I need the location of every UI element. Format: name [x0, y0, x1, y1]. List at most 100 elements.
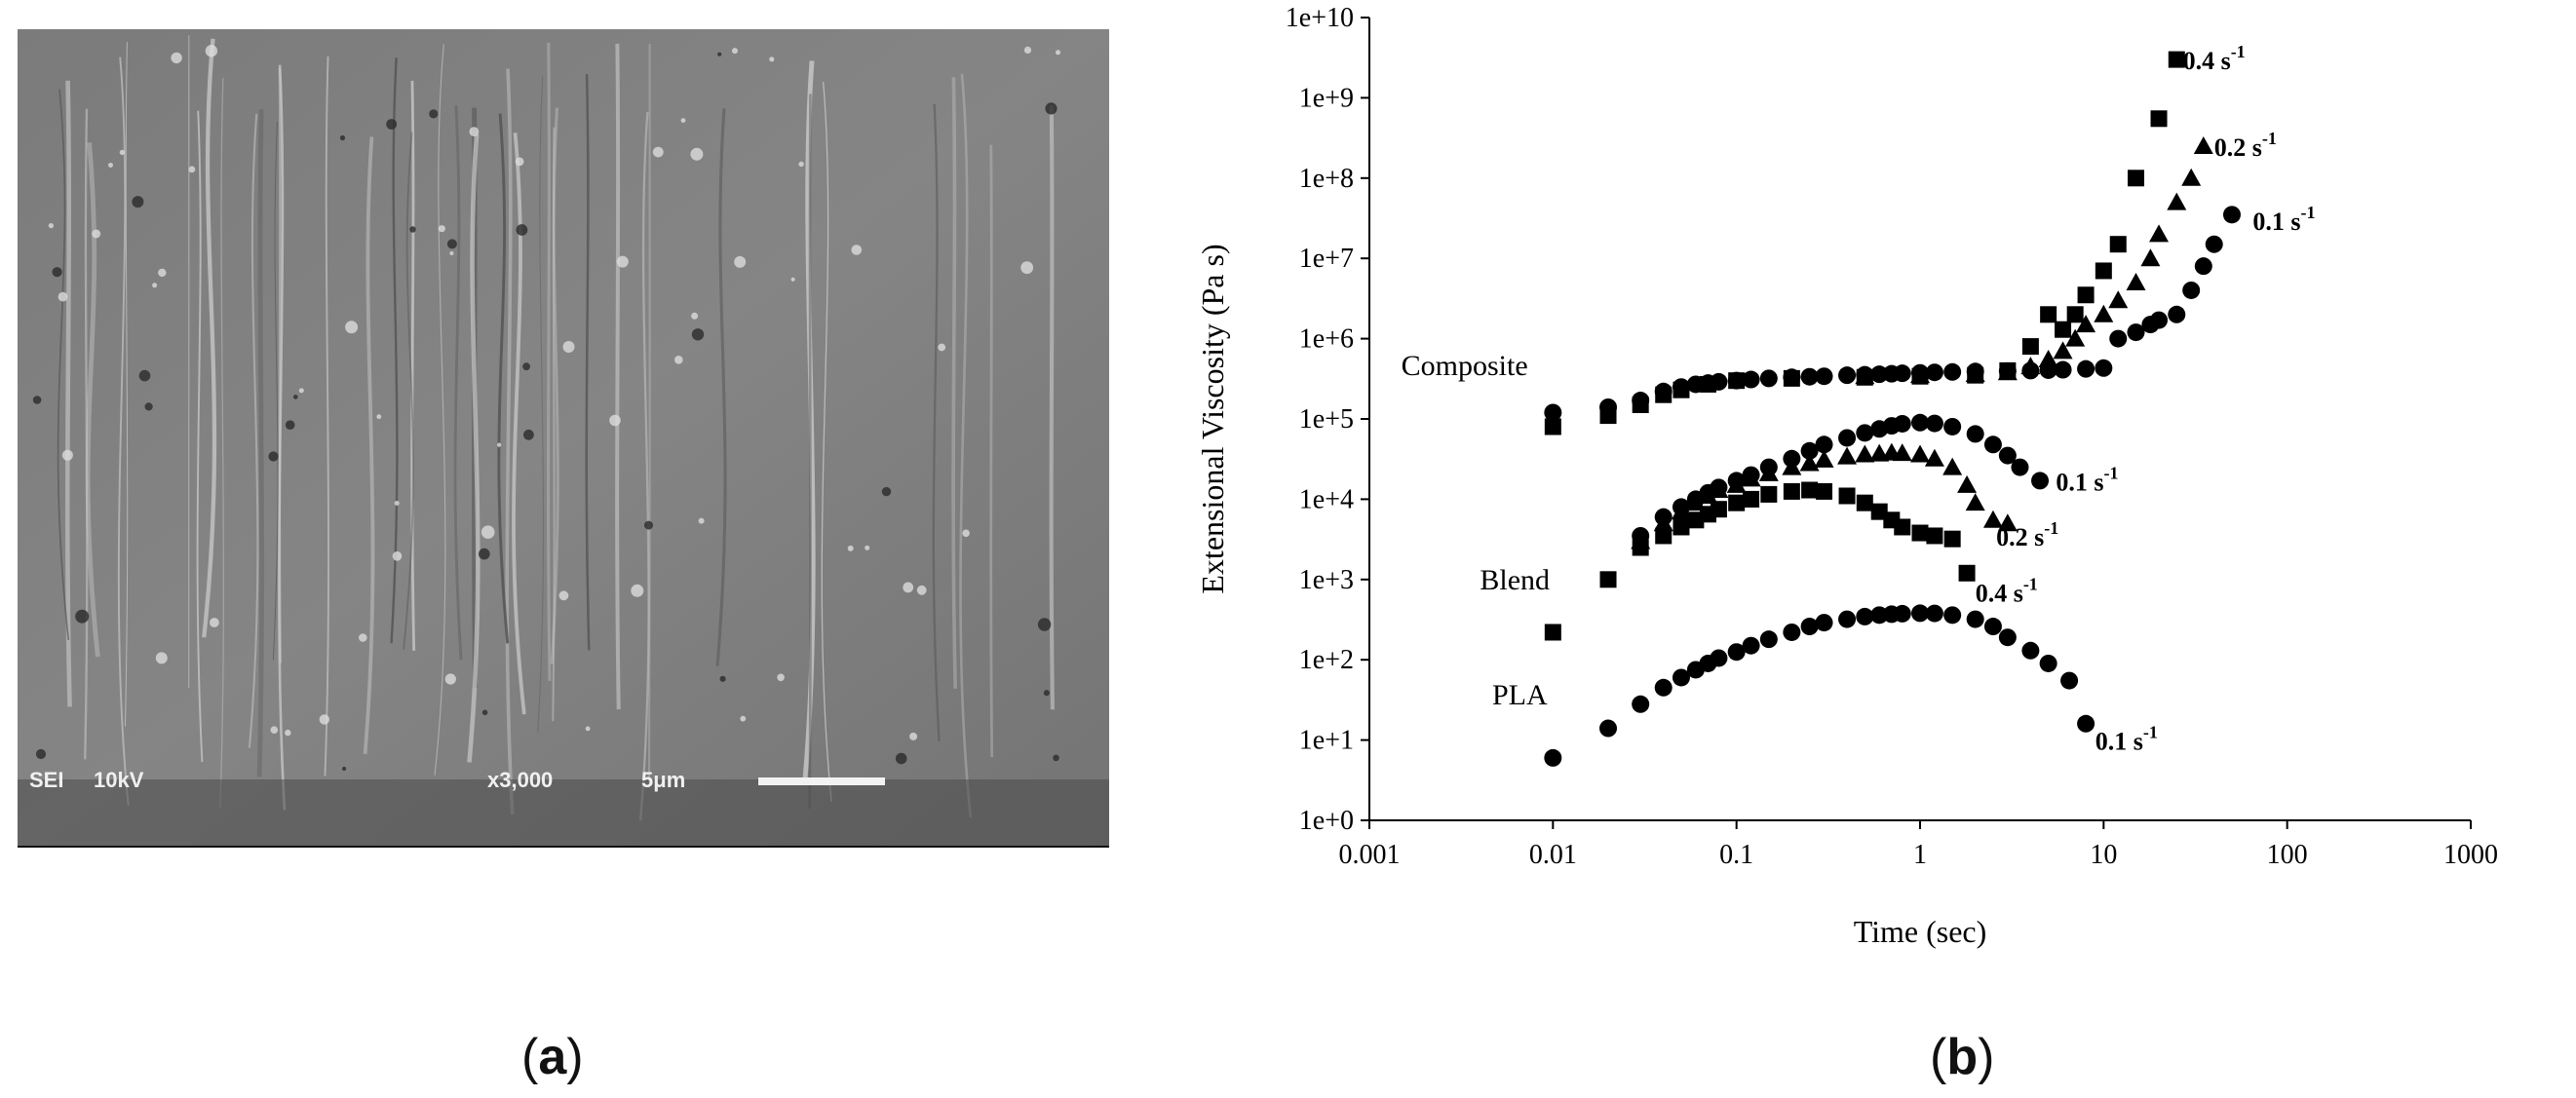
sem-fiber — [989, 144, 994, 758]
sem-particle — [691, 312, 699, 320]
y-tick-label: 1e+2 — [1299, 645, 1354, 675]
data-point — [2167, 192, 2187, 210]
sem-fiber — [278, 64, 287, 811]
data-point — [1653, 513, 1673, 532]
sem-fiber — [467, 133, 481, 763]
x-tick-label: 1000 — [2443, 840, 2498, 870]
y-tick-label: 1e+6 — [1299, 324, 1354, 355]
data-point — [1654, 382, 1672, 400]
data-point — [1709, 480, 1729, 499]
sem-particle — [1045, 102, 1057, 115]
data-point — [1814, 449, 1834, 468]
sem-particle — [740, 715, 747, 722]
sem-particle — [691, 328, 705, 341]
sem-particle — [1053, 754, 1059, 762]
data-point — [2205, 235, 2223, 253]
sem-particle — [171, 52, 182, 64]
sem-fiber — [1049, 105, 1055, 710]
sem-fiber — [585, 74, 591, 651]
sem-particle — [61, 449, 73, 461]
data-point — [1983, 618, 2002, 636]
sem-particle — [865, 545, 870, 550]
data-point — [1727, 371, 1746, 390]
sem-particle — [132, 196, 144, 208]
data-point — [1800, 618, 1819, 636]
sem-fiber — [363, 136, 375, 755]
caption-a: (a) — [521, 1029, 584, 1085]
sem-particle — [409, 226, 416, 233]
data-point — [2150, 110, 2168, 128]
sem-particle — [138, 369, 151, 382]
sem-particle — [847, 545, 854, 551]
data-point — [1710, 372, 1728, 391]
y-tick-label: 1e+3 — [1299, 565, 1354, 595]
sem-particle — [144, 402, 153, 411]
sem-fiber — [647, 44, 651, 788]
sem-fiber — [84, 108, 89, 760]
data-point — [1925, 414, 1943, 433]
data-point — [1870, 365, 1889, 384]
sem-fiber — [808, 94, 812, 810]
data-point — [1801, 481, 1819, 499]
data-point — [1893, 604, 1911, 623]
sem-fiber — [453, 105, 463, 661]
sem-particle — [444, 673, 456, 685]
data-point — [1672, 518, 1690, 536]
y-tick-label: 1e+1 — [1299, 726, 1354, 756]
data-point — [1925, 363, 1943, 382]
data-point — [1855, 444, 1875, 463]
data-point — [1958, 564, 1976, 582]
sem-particle — [188, 166, 196, 173]
data-point — [1742, 636, 1760, 655]
sem-particle — [734, 255, 747, 268]
sem-fiber — [615, 43, 621, 710]
data-point — [1743, 490, 1760, 508]
x-tick-label: 0.001 — [1339, 840, 1401, 870]
data-point — [1838, 429, 1857, 447]
data-point — [1710, 649, 1728, 667]
y-tick-label: 1e+7 — [1299, 244, 1354, 274]
rate-annotation-exponent: -1 — [2262, 129, 2277, 148]
data-point — [1599, 571, 1617, 588]
rate-annotation-exponent: -1 — [2104, 463, 2119, 482]
data-point — [2094, 304, 2114, 322]
chart-labels: Time (sec) Extensional Viscosity (Pa s) Co… — [1195, 42, 2316, 949]
sem-particle — [938, 343, 946, 352]
group-label: PLA — [1492, 679, 1548, 711]
sem-particle — [558, 590, 569, 601]
data-point — [1943, 530, 1961, 548]
sem-particle — [851, 245, 863, 255]
data-point — [1726, 474, 1747, 493]
sem-fiber — [959, 73, 973, 818]
data-point — [1966, 425, 1984, 443]
x-tick-label: 0.1 — [1719, 840, 1753, 870]
sem-particle — [210, 618, 219, 627]
data-point — [2193, 136, 2213, 155]
x-tick-label: 0.01 — [1529, 840, 1577, 870]
sem-fiber — [547, 42, 552, 681]
data-point — [1925, 604, 1943, 623]
sem-particle — [359, 633, 367, 642]
sem-fiber — [715, 108, 727, 666]
data-point — [2127, 170, 2144, 187]
x-tick-label: 1 — [1913, 840, 1927, 870]
data-point — [1856, 424, 1874, 442]
sem-particle — [631, 584, 644, 597]
data-point — [2168, 305, 2186, 323]
rate-annotation: 0.1 s-1 — [2095, 723, 2158, 756]
data-point — [1815, 435, 1833, 454]
sem-particle — [92, 229, 101, 239]
sem-particle — [481, 525, 495, 539]
rate-annotation-exponent: -1 — [2231, 42, 2246, 61]
sem-particle — [152, 283, 158, 288]
sem-particle — [481, 709, 488, 716]
data-point — [1632, 695, 1650, 713]
rate-annotation-exponent: -1 — [2301, 203, 2316, 222]
data-point — [1654, 678, 1672, 697]
data-point — [1672, 378, 1690, 397]
data-point — [1632, 392, 1650, 410]
rate-annotation: 0.2 s-1 — [1996, 518, 2058, 551]
data-point — [1783, 368, 1801, 387]
data-point — [2021, 361, 2040, 380]
data-point — [1782, 457, 1802, 475]
